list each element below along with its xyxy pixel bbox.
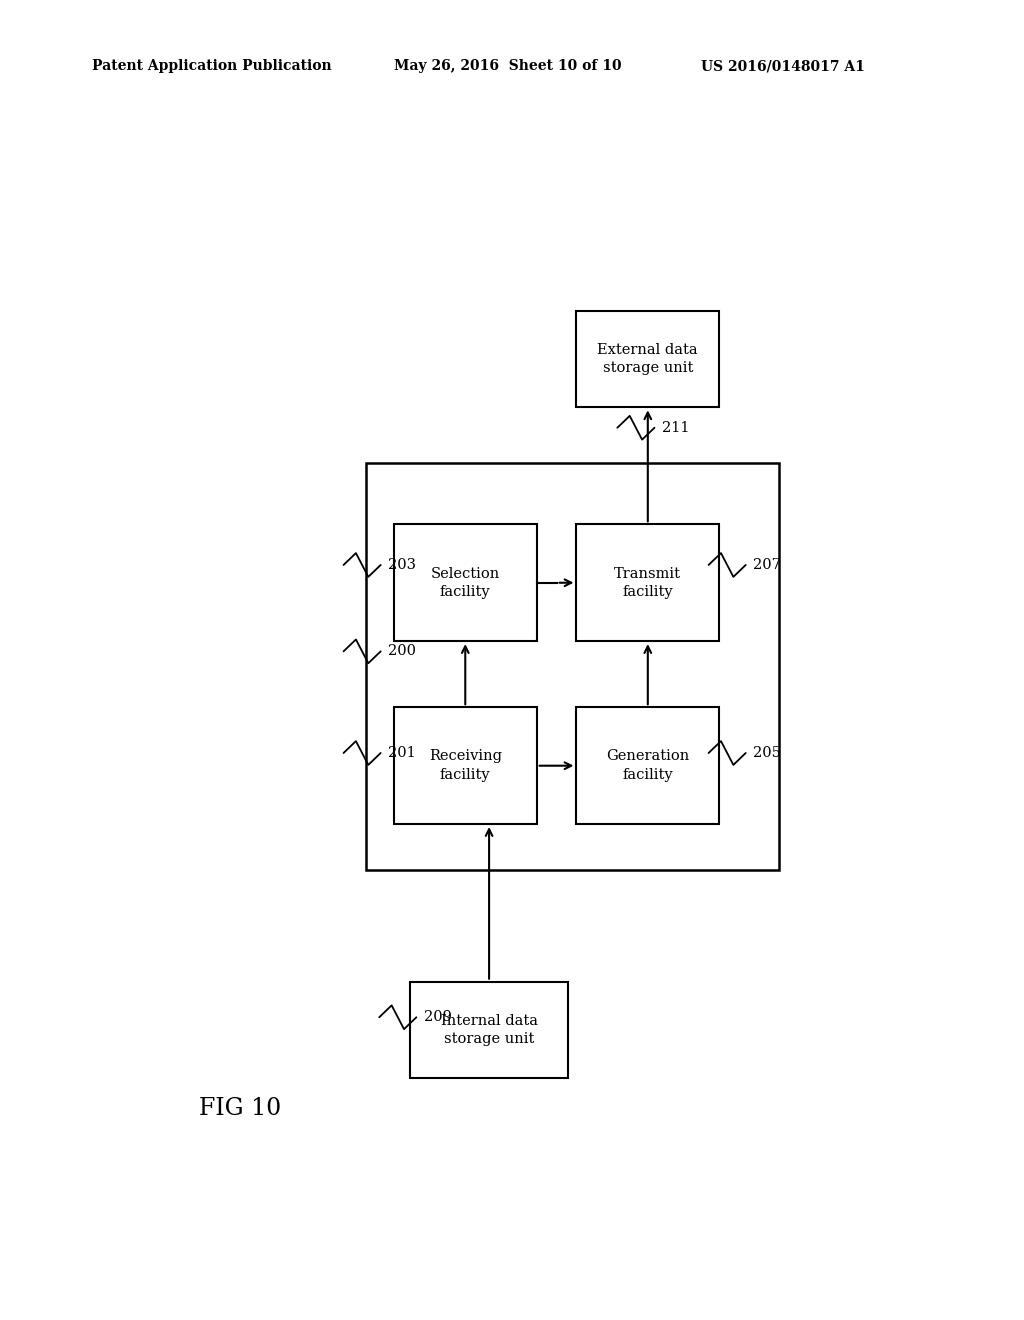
Bar xyxy=(410,982,568,1078)
Text: 203: 203 xyxy=(388,558,416,572)
Text: Internal data
storage unit: Internal data storage unit xyxy=(440,1014,538,1047)
Bar xyxy=(577,312,719,408)
Text: External data
storage unit: External data storage unit xyxy=(597,343,698,375)
Text: 207: 207 xyxy=(753,558,781,572)
Bar xyxy=(577,708,719,824)
Text: Transmit
facility: Transmit facility xyxy=(614,566,681,599)
Text: Receiving
facility: Receiving facility xyxy=(429,750,502,781)
Text: FIG 10: FIG 10 xyxy=(200,1097,282,1121)
Text: 205: 205 xyxy=(753,746,781,760)
Text: 211: 211 xyxy=(662,421,689,434)
Text: 201: 201 xyxy=(388,746,416,760)
Text: Generation
facility: Generation facility xyxy=(606,750,689,781)
Bar xyxy=(367,463,778,870)
Bar xyxy=(577,524,719,642)
Text: 209: 209 xyxy=(424,1010,452,1024)
Text: Selection
facility: Selection facility xyxy=(431,566,500,599)
Bar xyxy=(394,708,537,824)
Text: Patent Application Publication: Patent Application Publication xyxy=(92,59,332,74)
Text: May 26, 2016  Sheet 10 of 10: May 26, 2016 Sheet 10 of 10 xyxy=(394,59,622,74)
Text: 200: 200 xyxy=(388,644,416,659)
Text: US 2016/0148017 A1: US 2016/0148017 A1 xyxy=(701,59,865,74)
Bar xyxy=(394,524,537,642)
